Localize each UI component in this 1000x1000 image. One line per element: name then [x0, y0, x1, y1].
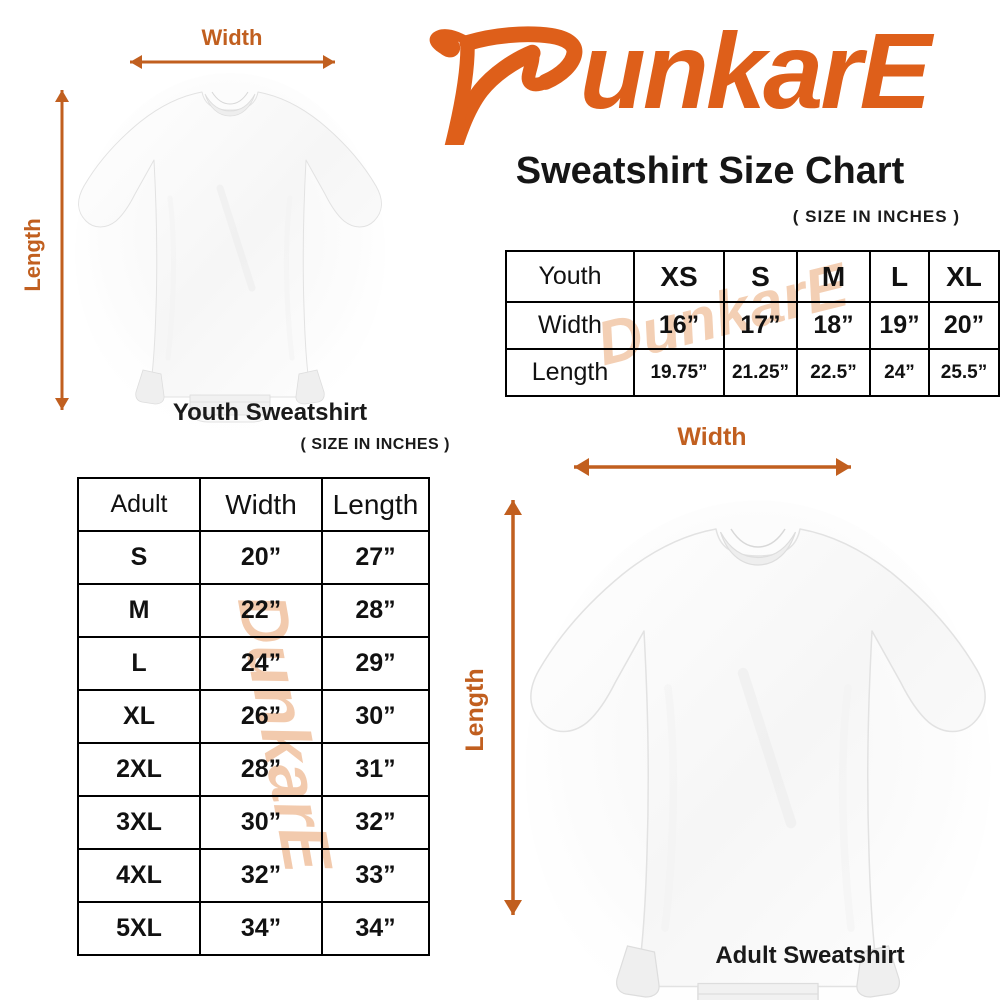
svg-text:Width: Width — [202, 25, 263, 50]
svg-text:Width: Width — [677, 423, 746, 451]
svg-text:unkarE: unkarE — [580, 10, 935, 131]
svg-text:Length: Length — [461, 668, 489, 751]
svg-text:Length: Length — [20, 218, 45, 291]
